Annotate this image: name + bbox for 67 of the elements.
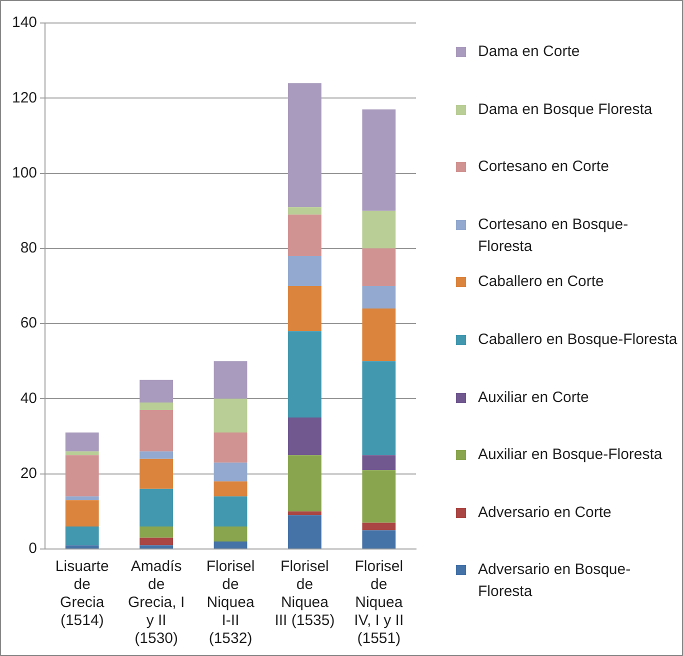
legend-label: Adversario en Bosque-Floresta <box>478 560 632 602</box>
bar <box>214 496 248 526</box>
bar <box>362 109 396 211</box>
bar <box>65 500 99 526</box>
bar <box>288 256 322 286</box>
bar <box>140 380 174 402</box>
bar <box>140 538 174 546</box>
bar <box>140 458 174 489</box>
bar <box>362 248 396 286</box>
bar <box>362 361 396 456</box>
bar <box>214 361 248 399</box>
bar <box>65 451 99 456</box>
bar <box>214 398 248 433</box>
bar <box>214 541 248 548</box>
legend-label: Adversario en Corte <box>478 502 612 523</box>
legend-label: Auxiliar en Bosque-Floresta <box>478 445 662 466</box>
bar <box>288 511 322 516</box>
bar <box>288 214 322 256</box>
bar <box>65 526 99 546</box>
legend-label: Cortesano en Bosque-Floresta <box>478 214 630 257</box>
y-tick-label: 40 <box>20 390 38 407</box>
x-tick-label: Florisel de Niquea I-II (1532) <box>206 558 255 648</box>
legend-label: Caballero en Bosque-Floresta <box>478 330 678 350</box>
bar <box>140 402 174 410</box>
x-tick-label: Florisel de Niquea IV, I y II (1551) <box>354 558 404 648</box>
y-tick-label: 20 <box>20 465 38 482</box>
legend-label: Cortesano en Corte <box>478 157 609 178</box>
bar <box>288 286 322 332</box>
bar <box>288 331 322 418</box>
bar <box>214 526 248 542</box>
bar <box>65 496 99 500</box>
bar <box>362 286 396 309</box>
bar <box>65 545 99 548</box>
bar <box>214 481 248 496</box>
legend-label: Auxiliar en Corte <box>478 388 589 408</box>
bar <box>140 545 174 548</box>
legend-label: Dama en Bosque Floresta <box>478 100 652 120</box>
bar <box>288 207 322 215</box>
bar <box>362 470 396 523</box>
bar <box>288 515 322 548</box>
bar <box>140 488 174 526</box>
bar <box>140 526 174 538</box>
bar <box>362 522 396 530</box>
legend-label: Dama en Corte <box>478 42 580 62</box>
y-tick-label: 100 <box>12 164 38 182</box>
bar <box>214 462 248 482</box>
y-tick-label: 140 <box>12 14 38 32</box>
bar <box>362 530 396 548</box>
bar <box>65 432 99 452</box>
bar <box>288 83 322 208</box>
bar <box>288 418 322 456</box>
bar <box>362 210 396 248</box>
y-tick-label: 80 <box>20 240 38 257</box>
bar <box>288 455 322 512</box>
x-tick-label: Florisel de Niquea III (1535) <box>274 558 335 630</box>
y-tick-label: 0 <box>28 540 38 558</box>
y-tick-label: 60 <box>20 314 38 332</box>
x-tick-label: Amadís de Grecia, I y II (1530) <box>128 558 185 648</box>
bar <box>65 455 99 496</box>
x-tick-label: Lisuarte de Grecia (1514) <box>55 558 109 630</box>
bar <box>362 455 396 470</box>
bar <box>140 451 174 459</box>
legend-label: Caballero en Corte <box>478 272 604 292</box>
bar <box>214 432 248 463</box>
y-tick-label: 120 <box>12 89 38 106</box>
bar <box>140 410 174 452</box>
bar <box>362 308 396 362</box>
